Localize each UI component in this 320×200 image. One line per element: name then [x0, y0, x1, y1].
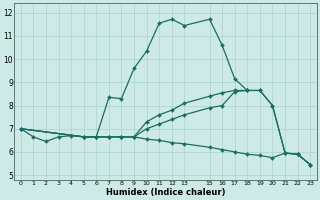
- X-axis label: Humidex (Indice chaleur): Humidex (Indice chaleur): [106, 188, 225, 197]
